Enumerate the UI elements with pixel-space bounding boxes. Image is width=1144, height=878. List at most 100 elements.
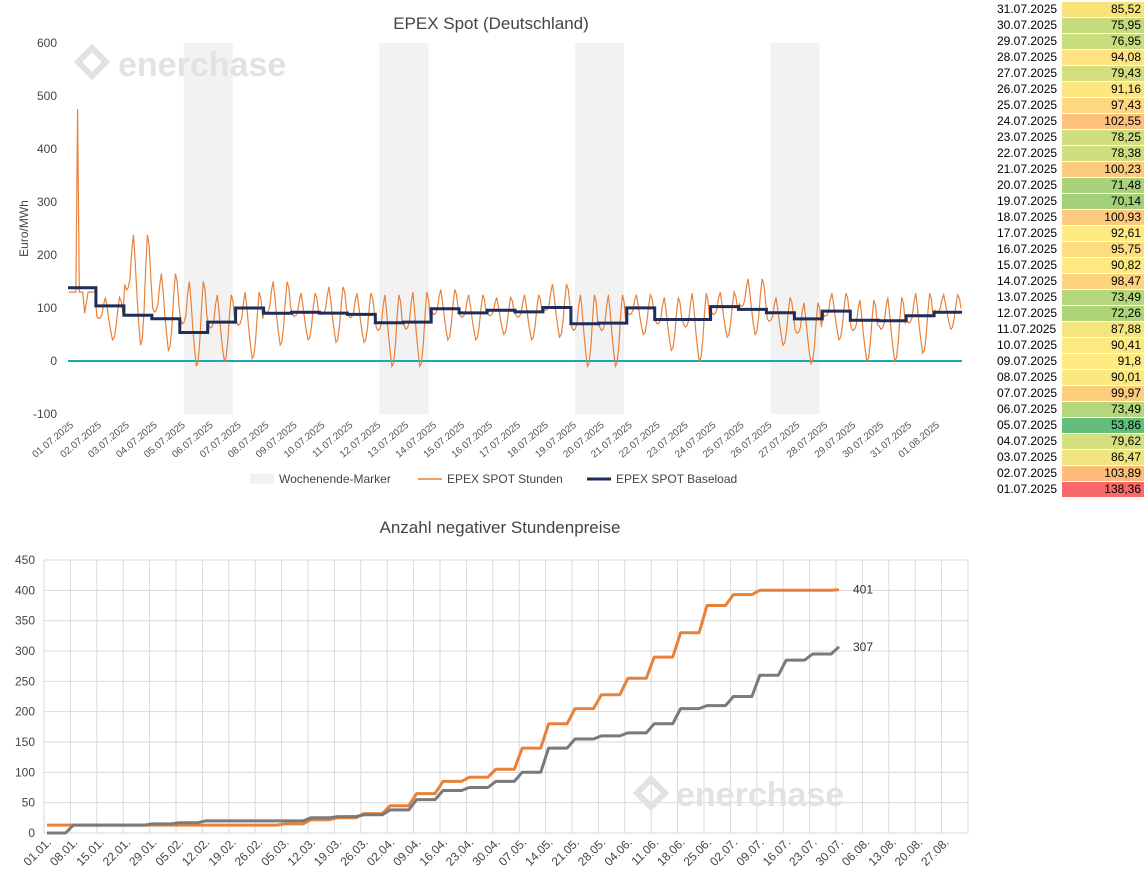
y-tick-label: 500 — [37, 89, 57, 103]
price-table-row: 30.07.2025 75,95 — [994, 17, 1144, 34]
price-table-value: 90,41 — [1062, 337, 1144, 354]
y-tick-label: 400 — [37, 142, 57, 156]
y-tick-label: 50 — [22, 796, 36, 810]
price-table-date: 17.07.2025 — [994, 225, 1062, 242]
y-tick-label: 350 — [15, 614, 35, 628]
y-tick-label: 0 — [50, 354, 57, 368]
price-table-date: 13.07.2025 — [994, 289, 1062, 306]
price-table-row: 21.07.2025 100,23 — [994, 161, 1144, 178]
price-table-row: 14.07.2025 98,47 — [994, 273, 1144, 290]
x-tick-label: 01.01. — [21, 835, 54, 868]
price-table-value: 73,49 — [1062, 289, 1144, 306]
weekend-marker — [574, 43, 625, 414]
price-table-row: 16.07.2025 95,75 — [994, 241, 1144, 258]
price-table-value: 78,38 — [1062, 145, 1144, 162]
price-table-value: 90,01 — [1062, 369, 1144, 386]
watermark: enerchase — [73, 43, 286, 84]
x-tick-label: 06.08. — [839, 835, 872, 868]
x-tick-label: 14.05. — [522, 835, 555, 868]
watermark-logo-icon — [73, 43, 111, 81]
price-table-value: 92,61 — [1062, 225, 1144, 242]
x-tick-label: 19.02. — [205, 835, 238, 868]
price-table-row: 04.07.2025 79,62 — [994, 433, 1144, 450]
x-tick-label: 12.03. — [285, 835, 318, 868]
price-table-date: 06.07.2025 — [994, 401, 1062, 418]
x-tick-label: 05.02. — [153, 835, 186, 868]
price-table-row: 18.07.2025 100,93 — [994, 209, 1144, 226]
legend: Wochenende-Marker EPEX SPOT Stunden EPEX S… — [250, 472, 737, 486]
price-table-date: 16.07.2025 — [994, 241, 1062, 258]
price-table-date: 27.07.2025 — [994, 65, 1062, 82]
price-table-value: 90,82 — [1062, 257, 1144, 274]
price-table-date: 11.07.2025 — [994, 321, 1062, 338]
x-tick-label: 30.07. — [813, 835, 846, 868]
price-table-date: 19.07.2025 — [994, 193, 1062, 210]
price-table-row: 12.07.2025 72,26 — [994, 305, 1144, 322]
price-table-row: 13.07.2025 73,49 — [994, 289, 1144, 306]
price-table-row: 09.07.2025 91,8 — [994, 353, 1144, 370]
price-table-value: 138,36 — [1062, 481, 1144, 498]
price-table-row: 02.07.2025 103,89 — [994, 465, 1144, 482]
price-table-row: 22.07.2025 78,38 — [994, 145, 1144, 162]
price-table-value: 103,89 — [1062, 465, 1144, 482]
y-tick-label: 250 — [15, 674, 35, 688]
x-tick-label: 21.05. — [549, 835, 582, 868]
price-table-date: 05.07.2025 — [994, 417, 1062, 434]
x-tick-label: 23.07. — [786, 835, 819, 868]
x-tick-label: 02.07. — [707, 835, 740, 868]
price-table-date: 20.07.2025 — [994, 177, 1062, 194]
y-tick-label: 600 — [37, 36, 57, 50]
y-tick-label: 300 — [37, 195, 57, 209]
legend-label-weekend: Wochenende-Marker — [279, 472, 391, 486]
price-table-row: 26.07.2025 91,16 — [994, 81, 1144, 98]
price-table-date: 18.07.2025 — [994, 209, 1062, 226]
x-tick-label: 11.06. — [628, 835, 661, 868]
price-table-row: 23.07.2025 78,25 — [994, 129, 1144, 146]
price-table-row: 27.07.2025 79,43 — [994, 65, 1144, 82]
y-tick-label: 100 — [15, 765, 35, 779]
price-table-value: 78,25 — [1062, 129, 1144, 146]
price-table-date: 24.07.2025 — [994, 113, 1062, 130]
series-end-label: 307 — [853, 640, 873, 654]
legend-swatch-weekend — [250, 474, 274, 484]
x-tick-label: 08.01. — [47, 835, 80, 868]
chart-title: Anzahl negativer Stundenpreise — [380, 518, 621, 537]
price-table-row: 28.07.2025 94,08 — [994, 49, 1144, 66]
price-table-row: 29.07.2025 76,95 — [994, 33, 1144, 50]
price-table-value: 100,93 — [1062, 209, 1144, 226]
x-tick-label: 20.08. — [892, 835, 925, 868]
x-tick-label: 13.08. — [865, 835, 898, 868]
epex-spot-chart: EPEX Spot (Deutschland) enerchase 600 500 40… — [17, 14, 962, 486]
price-table-value: 79,43 — [1062, 65, 1144, 82]
legend-label-baseload: EPEX SPOT Baseload — [616, 472, 737, 486]
price-table-value: 98,47 — [1062, 273, 1144, 290]
price-table-date: 28.07.2025 — [994, 49, 1062, 66]
price-table-value: 72,26 — [1062, 305, 1144, 322]
price-table-row: 10.07.2025 90,41 — [994, 337, 1144, 354]
watermark-text: enerchase — [118, 46, 286, 84]
watermark-logo-icon — [632, 774, 670, 812]
price-table-date: 25.07.2025 — [994, 97, 1062, 114]
legend-label-hourly: EPEX SPOT Stunden — [447, 472, 563, 486]
x-tick-label: 12.02. — [179, 835, 212, 868]
x-tick-label: 26.02. — [232, 835, 265, 868]
y-tick-label: 450 — [15, 553, 35, 567]
x-tick-label: 23.04. — [443, 835, 476, 868]
price-table-value: 95,75 — [1062, 241, 1144, 258]
baseload-step-line — [68, 286, 962, 334]
price-table-row: 05.07.2025 53,86 — [994, 417, 1144, 434]
x-tick-label: 26.03. — [337, 835, 370, 868]
x-tick-label: 04.06. — [601, 835, 634, 868]
price-table-date: 07.07.2025 — [994, 385, 1062, 402]
chart-title: EPEX Spot (Deutschland) — [393, 14, 589, 33]
x-tick-label: 29.01. — [126, 835, 159, 868]
price-table-value: 100,23 — [1062, 161, 1144, 178]
x-tick-label: 09.04. — [390, 835, 423, 868]
price-table-date: 15.07.2025 — [994, 257, 1062, 274]
price-table-row: 07.07.2025 99,97 — [994, 385, 1144, 402]
x-tick-label: 16.07. — [760, 835, 793, 868]
price-table-value: 86,47 — [1062, 449, 1144, 466]
price-table-value: 79,62 — [1062, 433, 1144, 450]
price-table-date: 14.07.2025 — [994, 273, 1062, 290]
price-table-value: 91,16 — [1062, 81, 1144, 98]
